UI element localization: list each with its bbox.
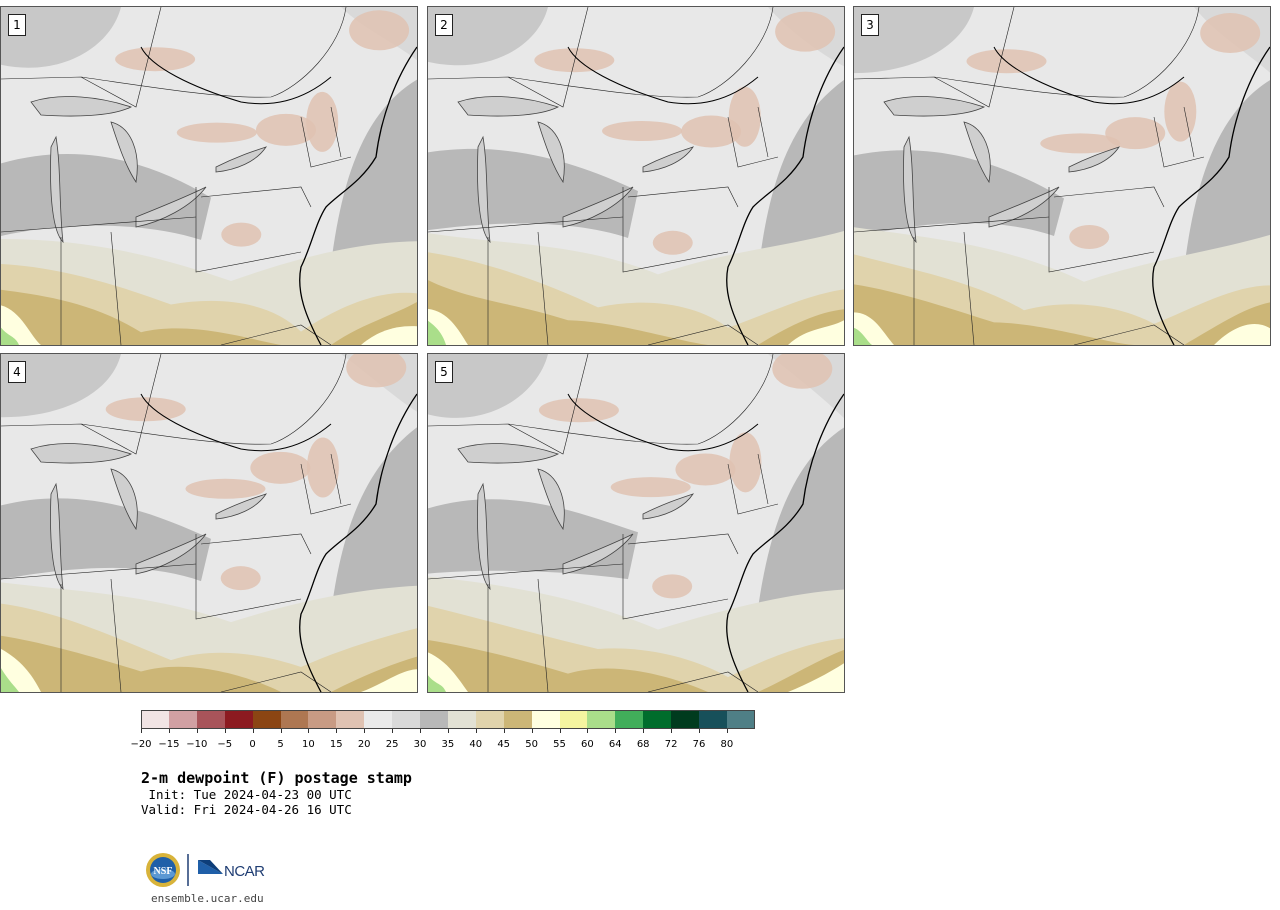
colorbar-tick-label: 0 bbox=[249, 739, 256, 750]
map-panel: 3 bbox=[853, 6, 1271, 346]
colorbar-segment bbox=[280, 710, 309, 729]
colorbar-tick-mark bbox=[671, 729, 673, 733]
colorbar-tick-label: 15 bbox=[329, 739, 343, 750]
colorbar-tick-mark bbox=[559, 729, 561, 733]
colorbar-segment bbox=[308, 710, 337, 729]
colorbar-tick-label: 40 bbox=[469, 739, 483, 750]
colorbar-tick-label: −15 bbox=[158, 739, 180, 750]
colorbar-tick-label: 64 bbox=[608, 739, 622, 750]
colorbar-tick-label: −20 bbox=[130, 739, 152, 750]
site-url: ensemble.ucar.edu bbox=[151, 892, 264, 905]
colorbar-tick-label: 5 bbox=[277, 739, 284, 750]
colorbar-segment bbox=[503, 710, 533, 729]
colorbar-segment bbox=[336, 710, 365, 729]
colorbar-tick-mark bbox=[447, 729, 449, 733]
colorbar-tick-mark bbox=[224, 729, 226, 733]
nsf-ncar-logo: NSF NCAR bbox=[145, 850, 275, 890]
svg-text:NCAR: NCAR bbox=[224, 863, 265, 880]
colorbar-tick-label: 55 bbox=[553, 739, 566, 750]
colorbar-segment bbox=[196, 710, 226, 729]
colorbar-segment bbox=[364, 710, 393, 729]
init-time: Init: Tue 2024-04-23 00 UTC bbox=[141, 787, 352, 802]
colorbar-tick-label: 20 bbox=[357, 739, 371, 750]
colorbar-segment bbox=[141, 710, 170, 729]
colorbar-segment bbox=[671, 710, 700, 729]
member-label: 5 bbox=[435, 361, 453, 383]
ncar-logo-icon: NCAR bbox=[198, 860, 266, 880]
member-label: 3 bbox=[861, 14, 879, 36]
colorbar-tick-mark bbox=[196, 729, 198, 733]
colorbar-segment bbox=[559, 710, 588, 729]
colorbar-tick-mark bbox=[168, 729, 170, 733]
valid-time: Valid: Fri 2024-04-26 16 UTC bbox=[141, 802, 352, 817]
colorbar-segment bbox=[726, 710, 756, 729]
colorbar-tick-mark bbox=[364, 729, 366, 733]
colorbar-tick-mark bbox=[392, 729, 394, 733]
colorbar-tick-mark bbox=[587, 729, 589, 733]
colorbar-tick-mark bbox=[615, 729, 617, 733]
colorbar-segment bbox=[392, 710, 421, 729]
colorbar-tick-mark bbox=[336, 729, 338, 733]
colorbar-segment bbox=[615, 710, 644, 729]
colorbar-tick-label: 45 bbox=[497, 739, 511, 750]
member-label: 2 bbox=[435, 14, 453, 36]
colorbar-tick-label: −5 bbox=[217, 739, 233, 750]
colorbar-tick-label: 72 bbox=[664, 739, 678, 750]
colorbar-tick-mark bbox=[141, 729, 142, 733]
colorbar-tick-mark bbox=[420, 729, 421, 733]
colorbar-segment bbox=[587, 710, 616, 729]
colorbar-tick-mark bbox=[699, 729, 700, 733]
map-panel: 5 bbox=[427, 353, 845, 693]
colorbar-tick-label: 10 bbox=[302, 739, 315, 750]
colorbar-tick-mark bbox=[726, 729, 728, 733]
nsf-logo-icon: NSF bbox=[146, 853, 180, 887]
colorbar-tick-mark bbox=[475, 729, 477, 733]
colorbar-segment bbox=[531, 710, 561, 729]
map-panel: 4 bbox=[0, 353, 418, 693]
member-label: 1 bbox=[8, 14, 26, 36]
colorbar-tick-label: 76 bbox=[692, 739, 706, 750]
plot-title: 2-m dewpoint (F) postage stamp bbox=[141, 769, 412, 787]
colorbar-tick-label: 30 bbox=[413, 739, 427, 750]
colorbar-tick-mark bbox=[531, 729, 533, 733]
svg-text:NSF: NSF bbox=[154, 866, 173, 877]
colorbar-segment bbox=[420, 710, 449, 729]
colorbar-segment bbox=[224, 710, 254, 729]
colorbar-tick-label: −10 bbox=[186, 739, 208, 750]
colorbar-segment bbox=[252, 710, 282, 729]
colorbar-segment bbox=[475, 710, 505, 729]
colorbar-segment bbox=[699, 710, 728, 729]
colorbar-tick-mark bbox=[503, 729, 505, 733]
colorbar-tick-label: 50 bbox=[525, 739, 538, 750]
colorbar-tick-label: 68 bbox=[636, 739, 650, 750]
colorbar-tick-label: 60 bbox=[581, 739, 594, 750]
colorbar-tick-mark bbox=[280, 729, 282, 733]
map-panel: 2 bbox=[427, 6, 845, 346]
colorbar-tick-mark bbox=[643, 729, 645, 733]
colorbar-tick-mark bbox=[308, 729, 310, 733]
member-label: 4 bbox=[8, 361, 26, 383]
colorbar-tick-label: 35 bbox=[441, 739, 455, 750]
colorbar-tick-mark bbox=[252, 729, 254, 733]
colorbar-tick-label: 25 bbox=[385, 739, 399, 750]
map-panel: 1 bbox=[0, 6, 418, 346]
colorbar-segment bbox=[168, 710, 198, 729]
colorbar-tick-label: 80 bbox=[720, 739, 734, 750]
colorbar-segment bbox=[643, 710, 672, 729]
colorbar-segment bbox=[447, 710, 477, 729]
